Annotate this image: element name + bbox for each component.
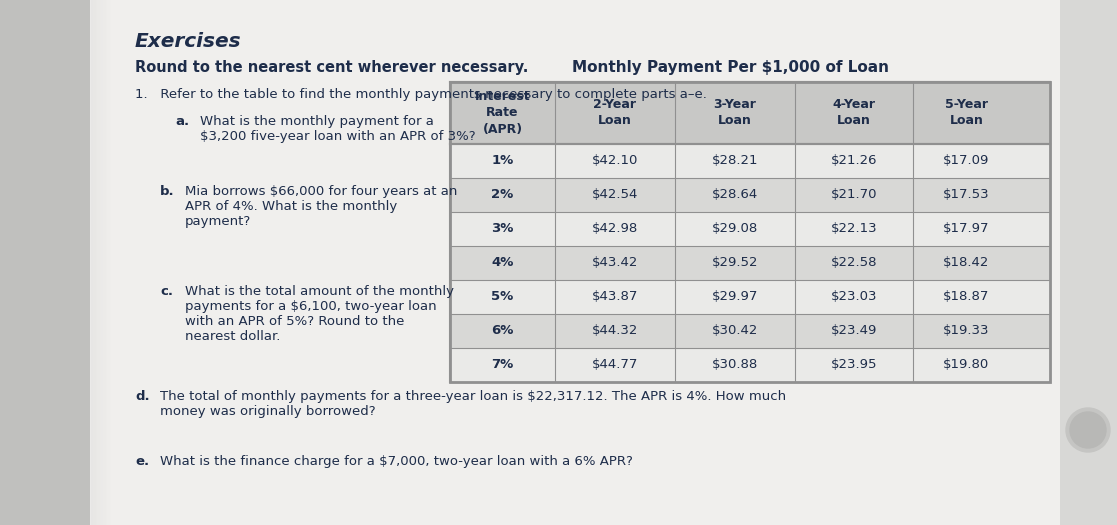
Text: Monthly Payment Per $1,000 of Loan: Monthly Payment Per $1,000 of Loan — [572, 60, 888, 75]
Text: e.: e. — [135, 455, 150, 468]
Text: $43.42: $43.42 — [592, 257, 638, 269]
Text: $30.42: $30.42 — [712, 324, 758, 338]
Bar — [450, 82, 1050, 382]
Text: a.: a. — [175, 115, 189, 128]
Text: $28.21: $28.21 — [712, 154, 758, 167]
Text: $21.26: $21.26 — [831, 154, 877, 167]
Bar — [101, 0, 103, 525]
Bar — [102, 0, 104, 525]
Text: $17.97: $17.97 — [943, 223, 990, 236]
Bar — [107, 0, 109, 525]
Text: $44.32: $44.32 — [592, 324, 638, 338]
Text: $23.95: $23.95 — [831, 359, 877, 372]
Bar — [103, 0, 105, 525]
Text: $21.70: $21.70 — [831, 188, 877, 202]
Text: The total of monthly payments for a three-year loan is $22,317.12. The APR is 4%: The total of monthly payments for a thre… — [160, 390, 786, 418]
Text: 4-Year
Loan: 4-Year Loan — [832, 99, 876, 128]
Circle shape — [1066, 408, 1110, 452]
Text: $42.98: $42.98 — [592, 223, 638, 236]
Text: $17.09: $17.09 — [944, 154, 990, 167]
Text: What is the monthly payment for a
$3,200 five-year loan with an APR of 3%?: What is the monthly payment for a $3,200… — [200, 115, 476, 143]
Text: 7%: 7% — [491, 359, 514, 372]
Bar — [450, 212, 1050, 246]
Text: $22.13: $22.13 — [831, 223, 877, 236]
Text: $44.77: $44.77 — [592, 359, 638, 372]
Bar — [97, 0, 99, 525]
Bar — [104, 0, 106, 525]
Bar — [450, 314, 1050, 348]
Text: $42.54: $42.54 — [592, 188, 638, 202]
Text: Interest
Rate
(APR): Interest Rate (APR) — [475, 90, 531, 135]
Circle shape — [1070, 412, 1106, 448]
Text: b.: b. — [160, 185, 174, 198]
Text: Mia borrows $66,000 for four years at an
APR of 4%. What is the monthly
payment?: Mia borrows $66,000 for four years at an… — [185, 185, 457, 228]
Text: 2-Year
Loan: 2-Year Loan — [593, 99, 637, 128]
Text: $23.03: $23.03 — [831, 290, 877, 303]
Bar — [95, 0, 97, 525]
Text: 1.   Refer to the table to find the monthly payments necessary to complete parts: 1. Refer to the table to find the monthl… — [135, 88, 707, 101]
Bar — [450, 82, 1050, 382]
Text: d.: d. — [135, 390, 150, 403]
Bar — [101, 0, 102, 525]
Bar — [96, 0, 98, 525]
Bar — [108, 0, 109, 525]
Text: $29.08: $29.08 — [712, 223, 758, 236]
Text: 5%: 5% — [491, 290, 514, 303]
Text: 2%: 2% — [491, 188, 514, 202]
Text: Exercises: Exercises — [135, 32, 241, 51]
Bar — [1060, 0, 1117, 525]
Text: 3-Year
Loan: 3-Year Loan — [714, 99, 756, 128]
Text: $42.10: $42.10 — [592, 154, 638, 167]
Text: c.: c. — [160, 285, 173, 298]
Text: $43.87: $43.87 — [592, 290, 638, 303]
Bar — [99, 0, 101, 525]
Text: $30.88: $30.88 — [712, 359, 758, 372]
Text: $18.87: $18.87 — [944, 290, 990, 303]
Text: $19.33: $19.33 — [943, 324, 990, 338]
Text: $17.53: $17.53 — [943, 188, 990, 202]
Bar — [94, 0, 96, 525]
Text: 4%: 4% — [491, 257, 514, 269]
Bar — [105, 0, 107, 525]
Bar — [450, 144, 1050, 178]
Bar — [90, 0, 93, 525]
Bar — [450, 246, 1050, 280]
Text: 5-Year
Loan: 5-Year Loan — [945, 99, 989, 128]
Bar — [92, 0, 94, 525]
Text: $19.80: $19.80 — [944, 359, 990, 372]
Bar — [450, 178, 1050, 212]
Bar — [106, 0, 108, 525]
Text: $18.42: $18.42 — [944, 257, 990, 269]
Text: What is the total amount of the monthly
payments for a $6,100, two-year loan
wit: What is the total amount of the monthly … — [185, 285, 454, 343]
Text: $28.64: $28.64 — [712, 188, 758, 202]
Text: 6%: 6% — [491, 324, 514, 338]
Text: 1%: 1% — [491, 154, 514, 167]
Bar — [90, 0, 1060, 525]
Bar — [450, 280, 1050, 314]
Bar — [450, 82, 1050, 144]
Text: $23.49: $23.49 — [831, 324, 877, 338]
Text: $29.97: $29.97 — [712, 290, 758, 303]
Text: 3%: 3% — [491, 223, 514, 236]
Bar — [450, 348, 1050, 382]
Bar — [90, 0, 92, 525]
Text: Round to the nearest cent wherever necessary.: Round to the nearest cent wherever neces… — [135, 60, 528, 75]
Bar — [98, 0, 101, 525]
Bar — [109, 0, 111, 525]
Text: What is the finance charge for a $7,000, two-year loan with a 6% APR?: What is the finance charge for a $7,000,… — [160, 455, 633, 468]
Bar — [0, 0, 90, 525]
Text: $22.58: $22.58 — [831, 257, 877, 269]
Text: $29.52: $29.52 — [712, 257, 758, 269]
Bar — [93, 0, 95, 525]
